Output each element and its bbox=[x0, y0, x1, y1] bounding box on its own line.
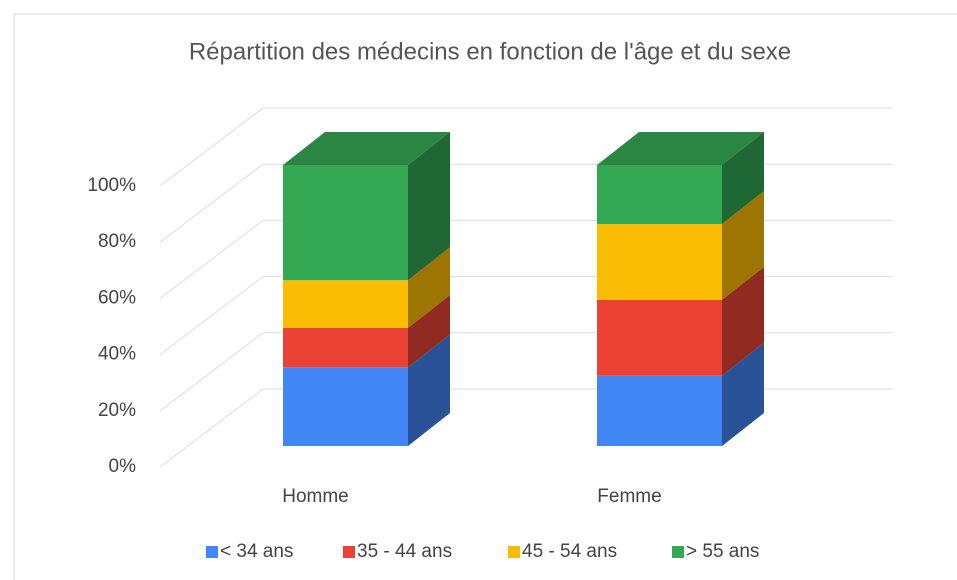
bar bbox=[597, 375, 722, 446]
chart-title: Répartition des médecins en fonction de … bbox=[189, 38, 791, 65]
y-tick-label: 0% bbox=[109, 456, 137, 477]
legend-label: 45 - 54 ans bbox=[522, 541, 617, 562]
grid-diagonal bbox=[159, 107, 264, 187]
legend-label: 35 - 44 ans bbox=[357, 541, 452, 562]
bar-side bbox=[722, 266, 764, 376]
x-tick-label: Femme bbox=[597, 486, 661, 507]
y-tick-label: 40% bbox=[98, 344, 136, 365]
grid-diagonal bbox=[159, 163, 264, 243]
bar-side bbox=[722, 132, 764, 225]
y-tick-label: 80% bbox=[98, 231, 136, 252]
legend-swatch bbox=[672, 546, 684, 558]
grid-diagonal bbox=[159, 388, 264, 468]
legend-swatch bbox=[508, 546, 520, 558]
chart-frame bbox=[13, 13, 957, 580]
bar-top bbox=[597, 132, 764, 165]
bar bbox=[283, 327, 408, 368]
bar-side bbox=[408, 334, 450, 446]
bar bbox=[283, 165, 408, 281]
bar bbox=[597, 224, 722, 300]
bar-side bbox=[408, 294, 450, 368]
legend-swatch bbox=[343, 546, 355, 558]
legend-swatch bbox=[206, 546, 218, 558]
bar bbox=[597, 165, 722, 225]
bar bbox=[283, 280, 408, 328]
y-tick-label: 60% bbox=[98, 287, 136, 308]
y-tick-label: 20% bbox=[98, 400, 136, 421]
legend-label: < 34 ans bbox=[220, 541, 293, 562]
bar-side bbox=[722, 191, 764, 300]
bar-top bbox=[283, 132, 450, 165]
grid-diagonal bbox=[159, 332, 264, 412]
x-tick-label: Homme bbox=[282, 486, 349, 507]
y-tick-label: 100% bbox=[87, 175, 136, 196]
grid-diagonal bbox=[159, 276, 264, 355]
bar bbox=[283, 367, 408, 446]
bar-side bbox=[408, 132, 450, 281]
bar-side bbox=[408, 247, 450, 328]
bar-side bbox=[722, 342, 764, 446]
bar bbox=[597, 299, 722, 376]
legend-label: > 55 ans bbox=[686, 541, 759, 562]
grid-diagonal bbox=[159, 220, 264, 299]
